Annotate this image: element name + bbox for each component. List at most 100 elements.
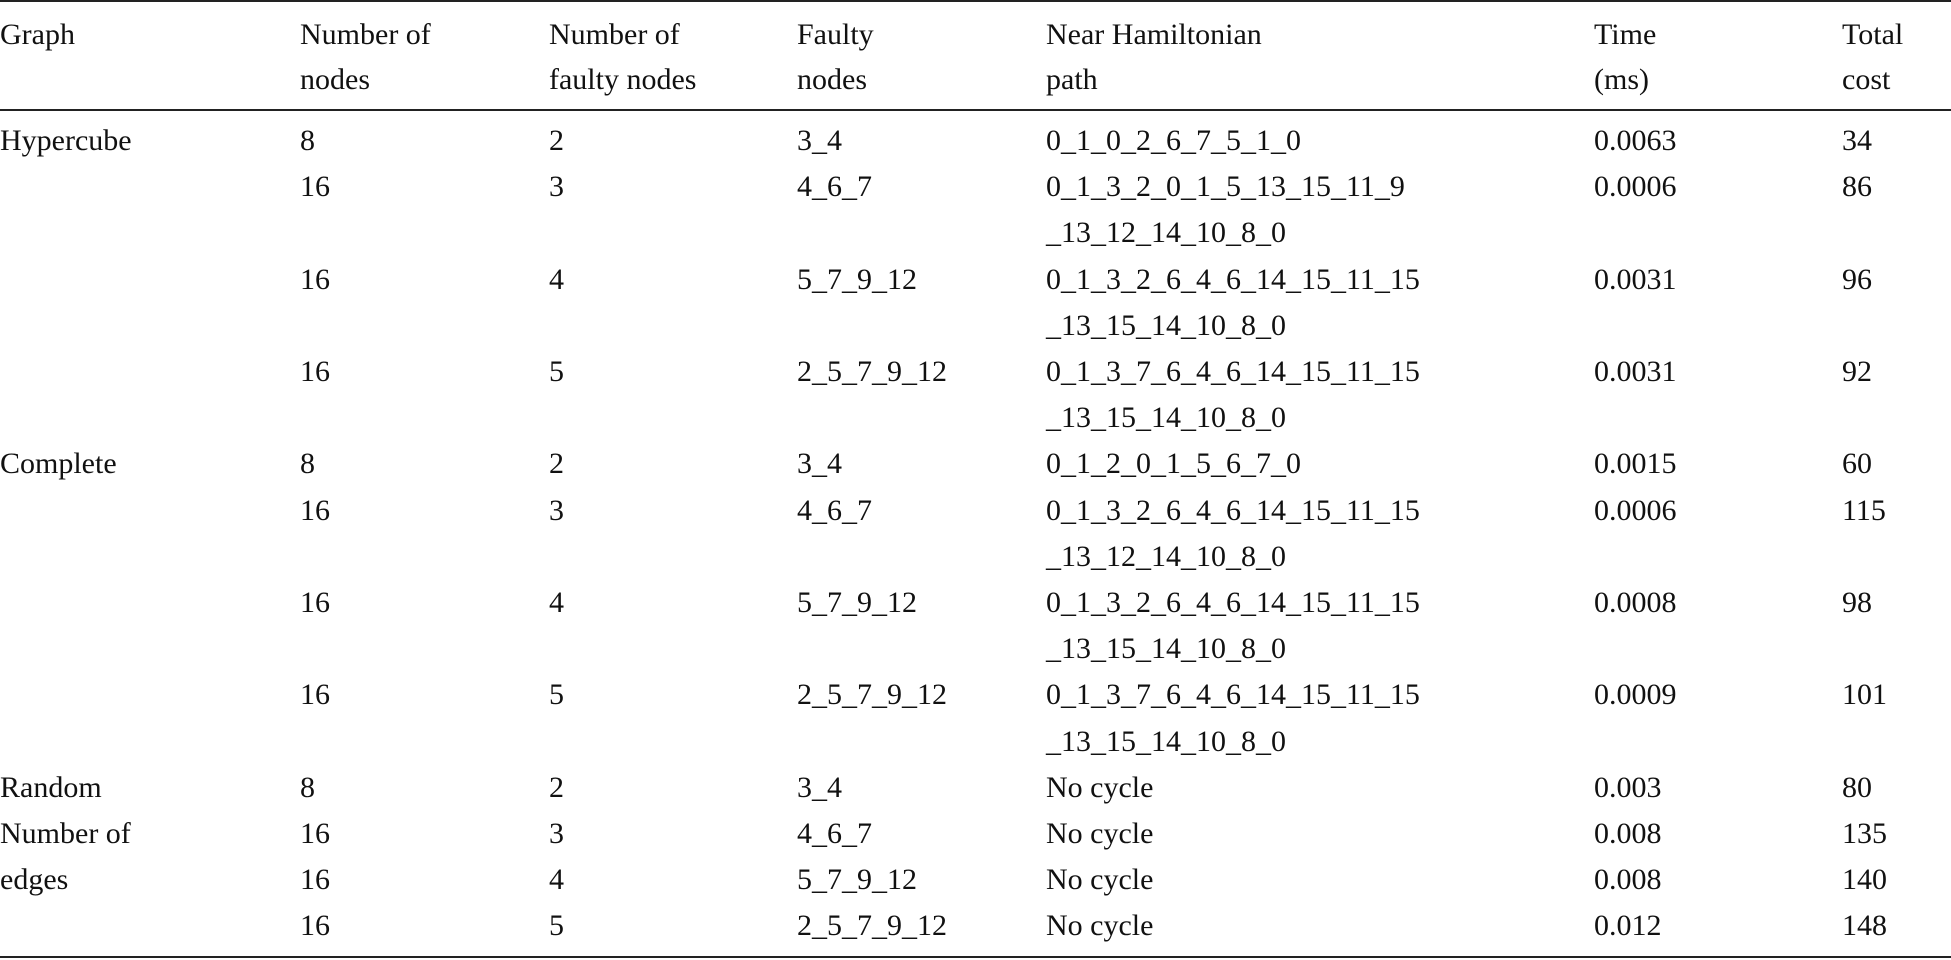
table-cell: 4_6_7 [797,817,872,850]
table-cell: 60 [1842,447,1872,481]
header-cell: Number of [300,18,431,51]
table-cell: 0.008 [1594,817,1662,850]
table-cell: 4_6_7 [797,170,872,204]
table-cell: 3 [549,493,564,527]
table-cell: 0_1_3_7_6_4_6_14_15_11_15 [1046,355,1420,388]
table-cell: 5_7_9_12 [797,586,917,619]
header-cell: Time [1594,18,1657,51]
header-cell: path [1046,63,1098,96]
header-cell: nodes [300,63,370,96]
table-cell: 0.0006 [1594,493,1677,527]
table-cell: 0_1_3_2_0_1_5_13_15_11_9 [1046,170,1405,204]
table-cell: 34 [1842,124,1872,157]
table-cell: 115 [1842,493,1886,527]
table-cell: 148 [1842,909,1887,943]
table-cell: 0_1_0_2_6_7_5_1_0 [1046,124,1301,157]
table-cell: 0.0063 [1594,124,1677,157]
table-cell: 16 [300,909,330,943]
table-cell: 0.012 [1594,909,1662,943]
table-cell: No cycle [1046,817,1154,850]
header-cell: nodes [797,63,867,96]
graph-label: Random [0,770,102,804]
table-cell: No cycle [1046,863,1154,897]
graph-label: edges [0,863,69,897]
table-cell: _13_15_14_10_8_0 [1046,308,1286,342]
table-cell: 0.0015 [1594,447,1677,481]
table-cell: 2_5_7_9_12 [797,909,947,943]
table-cell: _13_12_14_10_8_0 [1046,539,1286,573]
table-cell: 3 [549,170,564,204]
table-cell: 3 [549,817,564,850]
table-cell: 0.0009 [1594,678,1677,712]
table-cell: 4_6_7 [797,493,872,527]
table-cell: 3_4 [797,447,842,481]
table-cell: 5 [549,355,564,388]
table-cell: 8 [300,770,315,804]
table-cell: 8 [300,447,315,481]
table-cell: 0.008 [1594,863,1662,897]
table-cell: 2 [549,447,564,481]
table-cell: _13_15_14_10_8_0 [1046,632,1286,666]
table-cell: 0.003 [1594,770,1662,804]
table-cell: 0.0006 [1594,170,1677,204]
table-cell: 16 [300,678,330,712]
header-rule [0,109,1951,111]
header-cell: cost [1842,63,1891,96]
table-cell: 0.0008 [1594,586,1677,619]
table-cell: No cycle [1046,909,1154,943]
table-cell: 5 [549,909,564,943]
header-cell: Faulty [797,18,874,51]
table-cell: 16 [300,586,330,619]
table-cell: 16 [300,262,330,296]
table-cell: 4 [549,262,564,296]
table-cell: 0_1_3_2_6_4_6_14_15_11_15 [1046,493,1420,527]
header-cell: Near Hamiltonian [1046,18,1262,51]
table-cell: 98 [1842,586,1872,619]
table-cell: 4 [549,586,564,619]
table-cell: 0_1_2_0_1_5_6_7_0 [1046,447,1301,481]
table-cell: 0_1_3_2_6_4_6_14_15_11_15 [1046,262,1420,296]
table-cell: 140 [1842,863,1887,897]
table-cell: 2 [549,770,564,804]
table-cell: 16 [300,817,330,850]
bottom-rule [0,956,1951,958]
table-cell: 16 [300,493,330,527]
table-cell: 3_4 [797,770,842,804]
table-cell: 2_5_7_9_12 [797,355,947,388]
table-cell: _13_15_14_10_8_0 [1046,724,1286,758]
top-rule [0,0,1951,2]
header-cell: Graph [0,18,75,51]
table-cell: 101 [1842,678,1887,712]
table-cell: 2_5_7_9_12 [797,678,947,712]
table-cell: 135 [1842,817,1887,850]
table-cell: 16 [300,863,330,897]
header-cell: (ms) [1594,63,1649,96]
table-cell: 2 [549,124,564,157]
table-cell: _13_12_14_10_8_0 [1046,216,1286,250]
graph-label: Hypercube [0,124,132,157]
table-cell: No cycle [1046,770,1154,804]
table-cell: 5_7_9_12 [797,863,917,897]
table-cell: 0_1_3_7_6_4_6_14_15_11_15 [1046,678,1420,712]
graph-label: Number of [0,817,131,850]
table-cell: 4 [549,863,564,897]
table-cell: 0_1_3_2_6_4_6_14_15_11_15 [1046,586,1420,619]
table-cell: 16 [300,170,330,204]
table-cell: 0.0031 [1594,355,1677,388]
table-cell: 0.0031 [1594,262,1677,296]
table-cell: 16 [300,355,330,388]
table-cell: 80 [1842,770,1872,804]
table-cell: _13_15_14_10_8_0 [1046,401,1286,435]
table-cell: 86 [1842,170,1872,204]
header-cell: faulty nodes [549,63,697,96]
graph-label: Complete [0,447,117,481]
table-cell: 3_4 [797,124,842,157]
table-cell: 5_7_9_12 [797,262,917,296]
table-cell: 5 [549,678,564,712]
table-cell: 8 [300,124,315,157]
header-cell: Number of [549,18,680,51]
table-cell: 92 [1842,355,1872,388]
table-cell: 96 [1842,262,1872,296]
header-cell: Total [1842,18,1904,51]
